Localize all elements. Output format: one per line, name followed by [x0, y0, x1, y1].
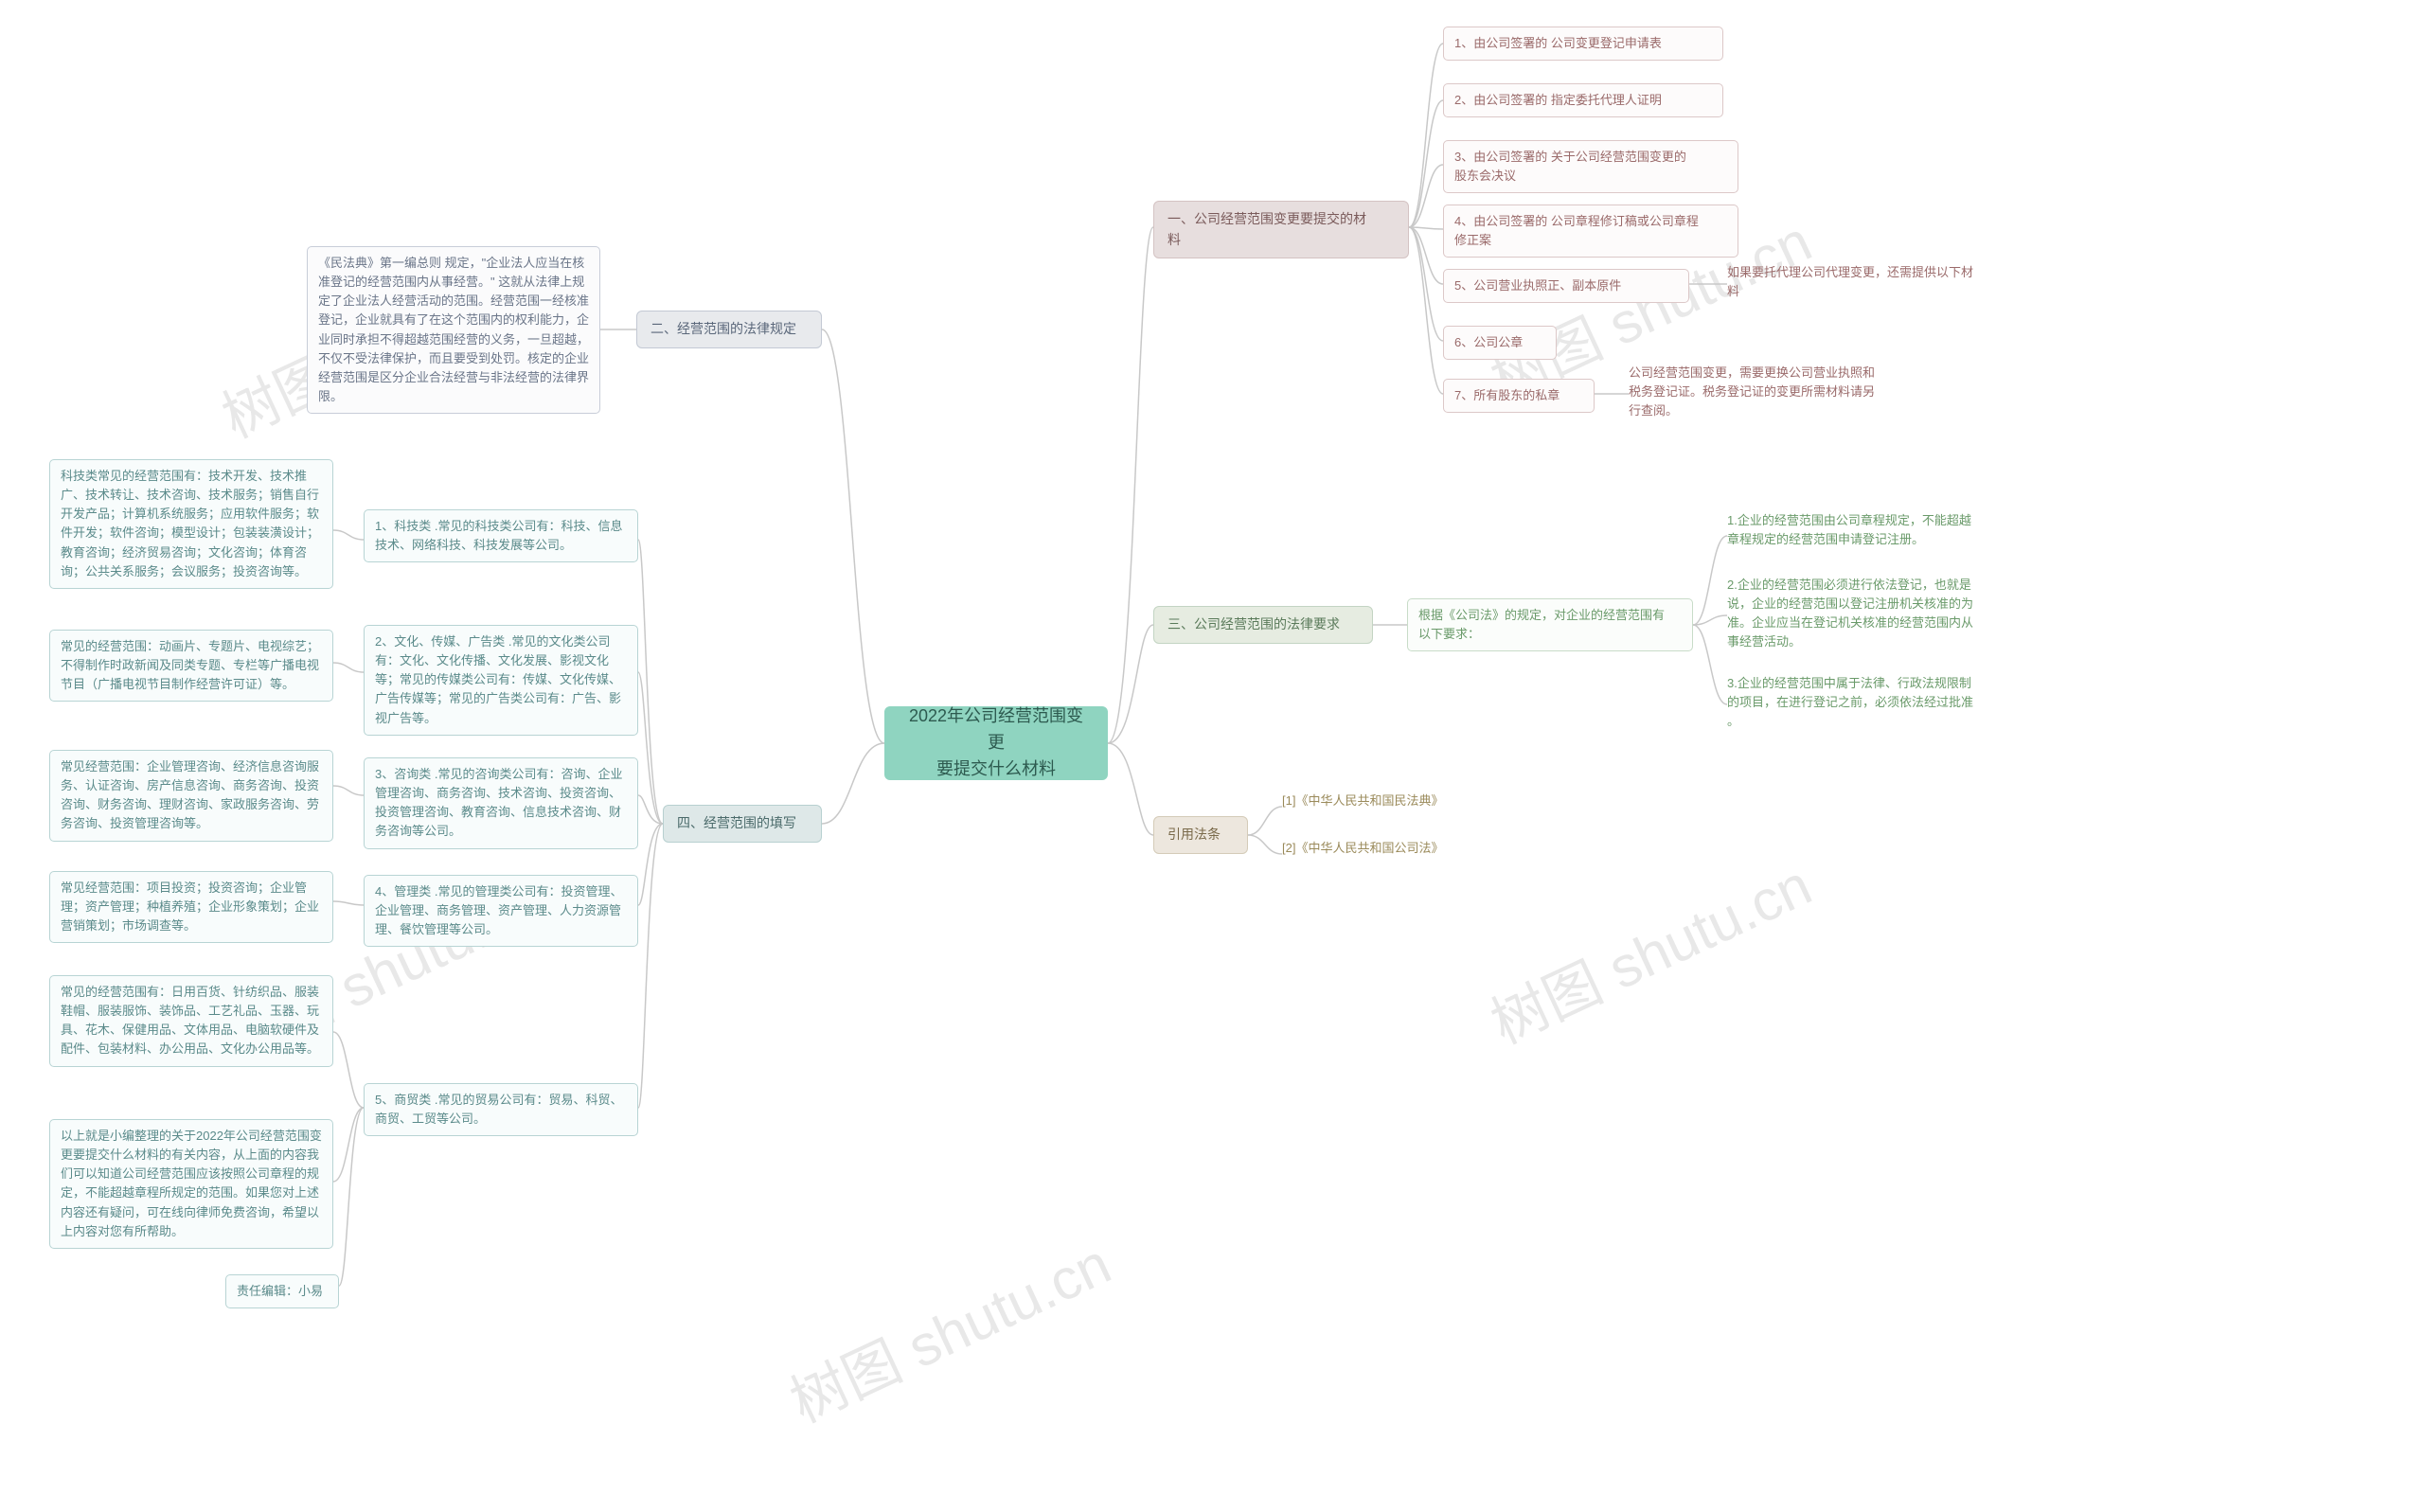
leaf-legal-scope-body: 《民法典》第一编总则 规定，"企业法人应当在核准登记的经营范围内从事经营。" 这…: [307, 246, 600, 414]
leaf-legal-req-main: 根据《公司法》的规定，对企业的经营范围有 以下要求：: [1407, 598, 1693, 651]
leaf-cat-consult: 3、咨询类 .常见的咨询类公司有：咨询、企业管理咨询、商务咨询、技术咨询、投资咨…: [364, 757, 638, 849]
root-node: 2022年公司经营范围变更 要提交什么材料: [884, 706, 1108, 780]
leaf-editor: 责任编辑：小易: [225, 1274, 339, 1308]
leaf-ref-1: [1]《中华人民共和国民法典》: [1282, 792, 1509, 810]
branch-legal-scope: 二、经营范围的法律规定: [636, 311, 822, 348]
leaf-legal-req-sub2: 2.企业的经营范围必须进行依法登记，也就是 说，企业的经营范围以登记注册机关核准…: [1727, 576, 2040, 652]
leaf-mat-5-sub: 如果要托代理公司代理变更，还需提供以下材 料: [1727, 263, 2021, 301]
watermark: 树图 shutu.cn: [1476, 840, 1823, 1059]
leaf-mat-6: 6、公司公章: [1443, 326, 1557, 360]
branch-fill-scope: 四、经营范围的填写: [663, 805, 822, 843]
watermark: 树图 shutu.cn: [775, 1218, 1122, 1438]
leaf-cat-manage: 4、管理类 .常见的管理类公司有：投资管理、企业管理、商务管理、资产管理、人力资…: [364, 875, 638, 947]
leaf-mat-1: 1、由公司签署的 公司变更登记申请表: [1443, 27, 1723, 61]
leaf-mat-7: 7、所有股东的私章: [1443, 379, 1595, 413]
leaf-mat-4: 4、由公司签署的 公司章程修订稿或公司章程 修正案: [1443, 205, 1738, 258]
leaf-cat-culture: 2、文化、传媒、广告类 .常见的文化类公司有：文化、文化传播、文化发展、影视文化…: [364, 625, 638, 736]
branch-refs: 引用法条: [1153, 816, 1248, 854]
leaf-mat-5: 5、公司营业执照正、副本原件: [1443, 269, 1689, 303]
leaf-cat-trade-sub1: 常见的经营范围有：日用百货、针纺织品、服装鞋帽、服装服饰、装饰品、工艺礼品、玉器…: [49, 975, 333, 1067]
branch-legal-req: 三、公司经营范围的法律要求: [1153, 606, 1373, 644]
leaf-cat-tech: 1、科技类 .常见的科技类公司有：科技、信息技术、网络科技、科技发展等公司。: [364, 509, 638, 562]
leaf-cat-trade-sub2: 以上就是小编整理的关于2022年公司经营范围变更要提交什么材料的有关内容，从上面…: [49, 1119, 333, 1249]
leaf-cat-tech-sub: 科技类常见的经营范围有：技术开发、技术推广、技术转让、技术咨询、技术服务；销售自…: [49, 459, 333, 589]
leaf-cat-culture-sub: 常见的经营范围：动画片、专题片、电视综艺；不得制作时政新闻及同类专题、专栏等广播…: [49, 630, 333, 702]
leaf-mat-7-sub: 公司经营范围变更，需要更换公司营业执照和 税务登记证。税务登记证的变更所需材料请…: [1629, 364, 1941, 420]
branch-materials: 一、公司经营范围变更要提交的材 料: [1153, 201, 1409, 258]
leaf-cat-manage-sub: 常见经营范围：项目投资；投资咨询；企业管理；资产管理；种植养殖；企业形象策划；企…: [49, 871, 333, 943]
leaf-mat-3: 3、由公司签署的 关于公司经营范围变更的 股东会决议: [1443, 140, 1738, 193]
leaf-legal-req-sub1: 1.企业的经营范围由公司章程规定，不能超越 章程规定的经营范围申请登记注册。: [1727, 511, 2040, 549]
leaf-cat-trade: 5、商贸类 .常见的贸易公司有：贸易、科贸、商贸、工贸等公司。: [364, 1083, 638, 1136]
leaf-cat-consult-sub: 常见经营范围：企业管理咨询、经济信息咨询服务、认证咨询、房产信息咨询、商务咨询、…: [49, 750, 333, 842]
leaf-legal-req-sub3: 3.企业的经营范围中属于法律、行政法规限制 的项目，在进行登记之前，必须依法经过…: [1727, 674, 2040, 731]
leaf-mat-2: 2、由公司签署的 指定委托代理人证明: [1443, 83, 1723, 117]
leaf-ref-2: [2]《中华人民共和国公司法》: [1282, 839, 1509, 858]
